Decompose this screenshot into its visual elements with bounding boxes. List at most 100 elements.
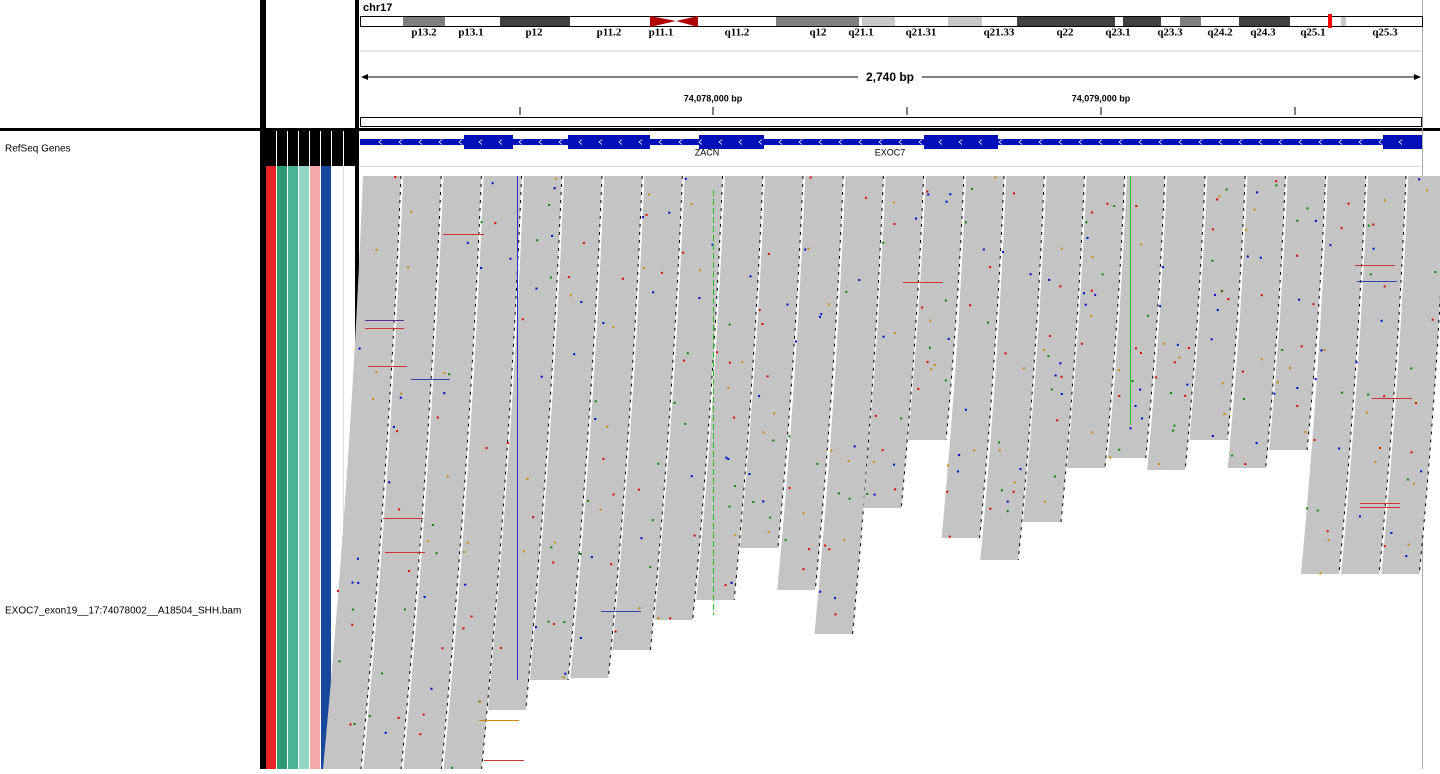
mismatch xyxy=(1347,202,1350,205)
mismatch xyxy=(971,188,974,191)
mismatch xyxy=(893,463,896,466)
read-edge xyxy=(692,175,724,621)
mismatch xyxy=(649,566,652,569)
mismatch xyxy=(669,617,672,620)
mismatch xyxy=(1372,247,1375,250)
strand-arrow xyxy=(1198,139,1203,145)
strand-arrow xyxy=(1258,139,1263,145)
mismatch xyxy=(948,535,951,538)
mismatch xyxy=(462,627,465,630)
mismatch xyxy=(381,672,384,675)
strand-arrow xyxy=(1318,139,1323,145)
mismatch xyxy=(1367,393,1370,396)
band-label: p13.2 xyxy=(411,27,437,39)
mismatch xyxy=(1256,191,1259,194)
read-edge xyxy=(733,175,764,601)
mismatch xyxy=(917,387,920,390)
mismatch xyxy=(1225,188,1228,191)
mismatch xyxy=(351,623,354,626)
mismatch xyxy=(1091,256,1094,259)
strand-arrow xyxy=(1138,139,1143,145)
strand-arrow xyxy=(458,139,463,145)
strand-arrow xyxy=(1018,139,1023,145)
strand-arrow xyxy=(978,139,983,145)
mismatch xyxy=(727,458,730,461)
mismatch xyxy=(521,318,524,321)
mismatch xyxy=(1273,392,1276,395)
read-stack xyxy=(1341,176,1406,574)
mismatch xyxy=(431,524,434,527)
mismatch xyxy=(982,248,985,251)
mismatch xyxy=(375,248,378,251)
mismatch xyxy=(1410,451,1413,454)
read-edge xyxy=(979,175,1005,539)
mismatch xyxy=(1139,388,1142,391)
mismatch xyxy=(1109,456,1112,459)
strand-arrow xyxy=(878,139,883,145)
mismatch xyxy=(741,361,744,364)
mismatch xyxy=(602,322,605,325)
mismatch xyxy=(1323,348,1326,351)
read-edge xyxy=(1265,175,1286,469)
mismatch xyxy=(463,550,466,553)
mismatch xyxy=(1244,463,1247,466)
mismatch xyxy=(353,722,356,725)
mismatch xyxy=(500,647,503,650)
mismatch xyxy=(1117,368,1120,371)
mismatch xyxy=(761,322,764,325)
exon xyxy=(464,135,513,149)
mismatch xyxy=(1316,509,1319,512)
mismatch xyxy=(894,331,897,334)
read-stack xyxy=(654,176,723,620)
mismatch xyxy=(1383,199,1386,202)
mismatch xyxy=(716,351,719,354)
strand-arrow xyxy=(1158,139,1163,145)
mismatch xyxy=(693,534,696,537)
mismatch xyxy=(1086,236,1089,239)
chromosome: chr17 xyxy=(363,2,392,14)
mismatch xyxy=(1367,224,1370,227)
mismatch xyxy=(451,766,454,769)
strand-arrow xyxy=(598,139,603,145)
mismatch xyxy=(1312,303,1315,306)
mismatch xyxy=(1420,470,1423,473)
mismatch xyxy=(930,368,933,371)
strand-arrow xyxy=(958,139,963,145)
mismatch xyxy=(1369,273,1372,276)
mismatch xyxy=(1085,221,1088,224)
mismatch xyxy=(1059,362,1062,365)
mismatch xyxy=(443,372,446,375)
mismatch xyxy=(338,660,341,663)
mismatch xyxy=(423,595,426,598)
mismatch xyxy=(818,315,821,318)
mismatch xyxy=(1355,361,1358,364)
mismatch xyxy=(1412,482,1415,485)
mismatch xyxy=(872,460,875,463)
band xyxy=(1017,17,1115,26)
mismatch xyxy=(1118,448,1121,451)
mismatch xyxy=(769,516,772,519)
read-stack xyxy=(980,176,1045,560)
read-edge xyxy=(607,175,643,679)
mismatch xyxy=(612,326,615,329)
mismatch xyxy=(1220,290,1223,293)
exon xyxy=(1383,135,1422,149)
mismatch xyxy=(816,462,819,465)
mismatch xyxy=(1306,507,1309,510)
mismatch xyxy=(1242,397,1245,400)
strand-arrow xyxy=(1298,139,1303,145)
mismatch xyxy=(827,303,830,306)
mismatch xyxy=(1281,349,1284,352)
divider xyxy=(0,128,1440,131)
mismatch xyxy=(1158,463,1161,466)
mismatch xyxy=(847,459,850,462)
mismatch xyxy=(848,497,851,500)
mismatch xyxy=(758,395,761,398)
mismatch xyxy=(728,361,731,364)
read-edge xyxy=(1226,175,1246,441)
mismatch xyxy=(1101,273,1104,276)
band xyxy=(1123,17,1161,26)
mismatch xyxy=(1255,442,1258,445)
mismatch xyxy=(645,214,648,217)
